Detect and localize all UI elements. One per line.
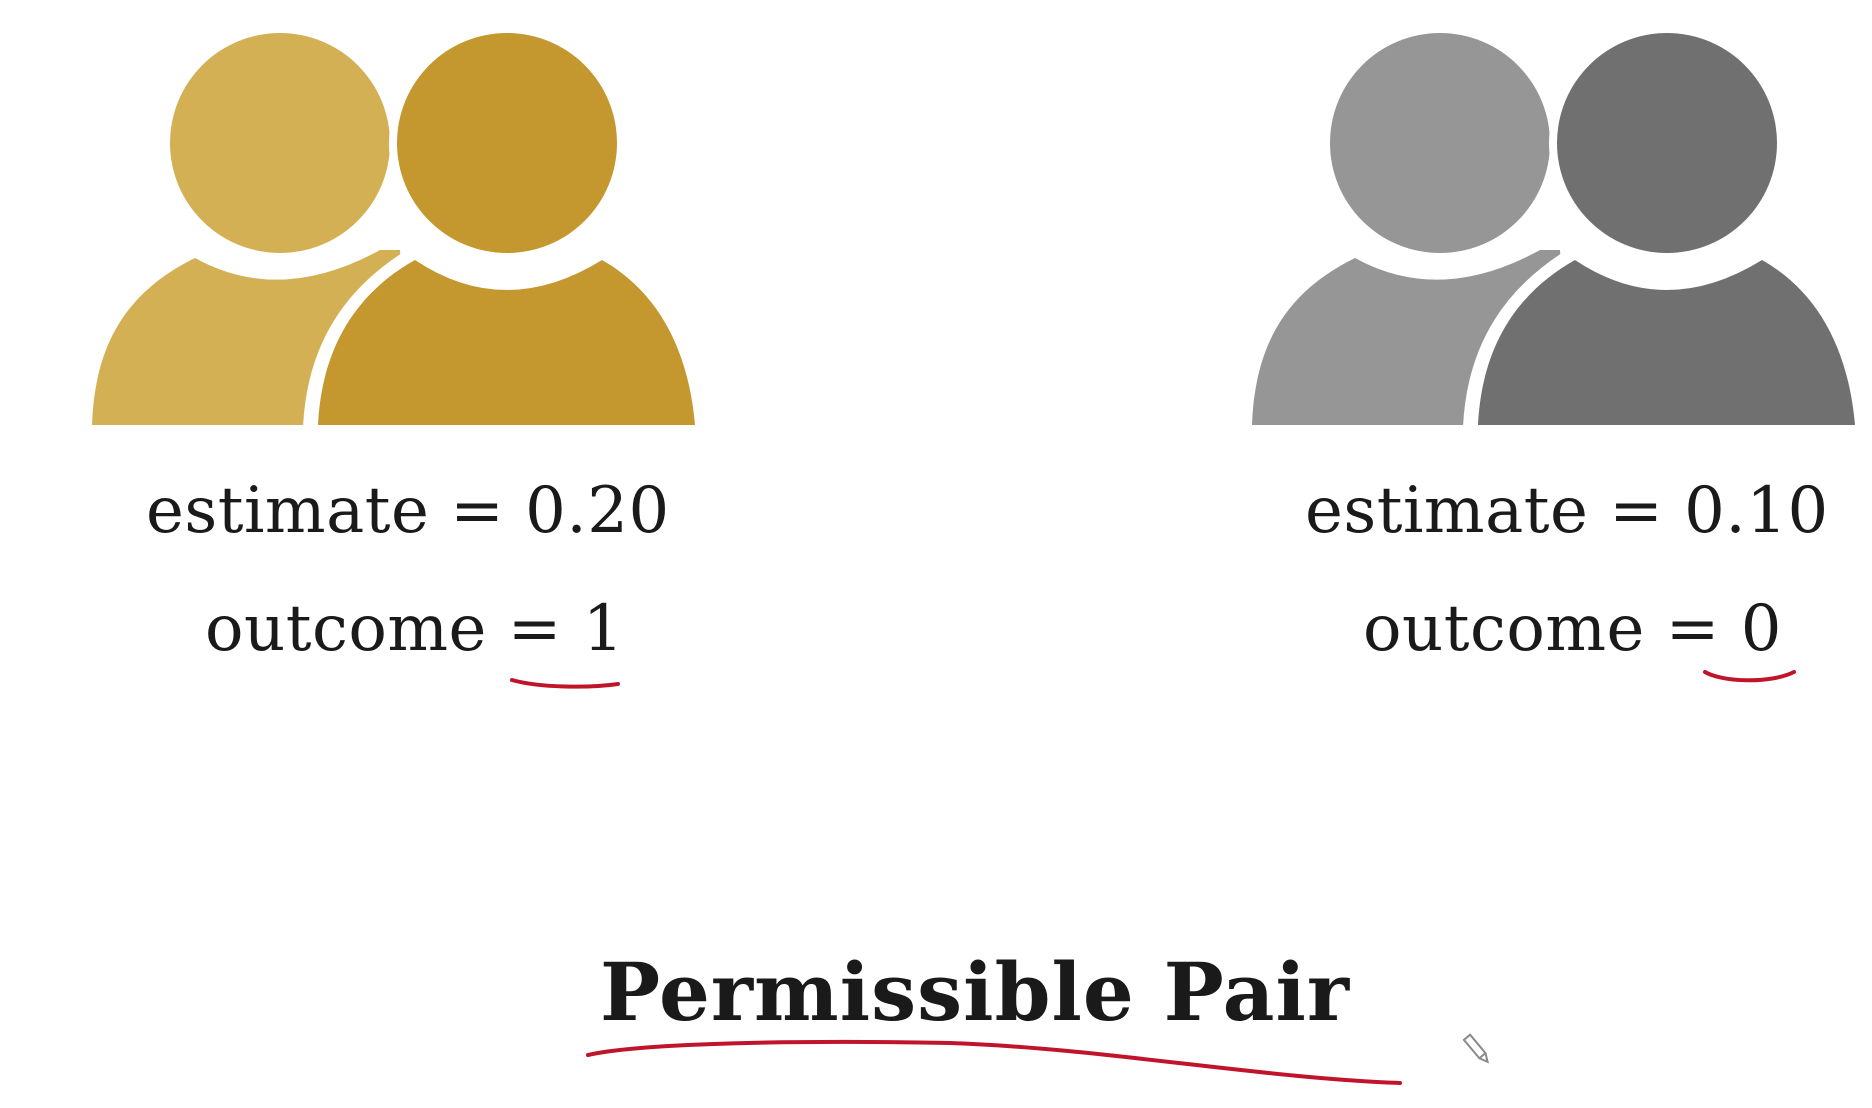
- back-person-head: [1330, 33, 1550, 253]
- front-person-body: [1478, 260, 1855, 425]
- left-estimate-label: estimate = 0.20: [146, 474, 670, 548]
- people-gold-icon: [92, 25, 710, 432]
- underline-left-outcome: [510, 678, 620, 689]
- right-estimate-label: estimate = 0.10: [1305, 474, 1829, 548]
- underline-right-outcome: [1703, 670, 1796, 683]
- front-person-body: [318, 260, 695, 425]
- pencil-cursor-icon: [1462, 1033, 1490, 1064]
- back-person-head: [170, 33, 390, 253]
- right-outcome-value: = 0: [1665, 592, 1782, 666]
- left-outcome-value: = 1: [507, 592, 624, 666]
- page-title: Permissible Pair: [600, 945, 1351, 1039]
- left-outcome-text: outcome: [205, 592, 487, 666]
- underline-title: [586, 1039, 1402, 1085]
- front-person-head-fill: [397, 33, 617, 253]
- left-outcome-label: outcome = 1: [205, 597, 624, 661]
- people-grey-icon: [1252, 25, 1870, 432]
- right-outcome-text: outcome: [1363, 592, 1645, 666]
- right-outcome-label: outcome = 0: [1363, 597, 1782, 661]
- front-person-head-fill: [1557, 33, 1777, 253]
